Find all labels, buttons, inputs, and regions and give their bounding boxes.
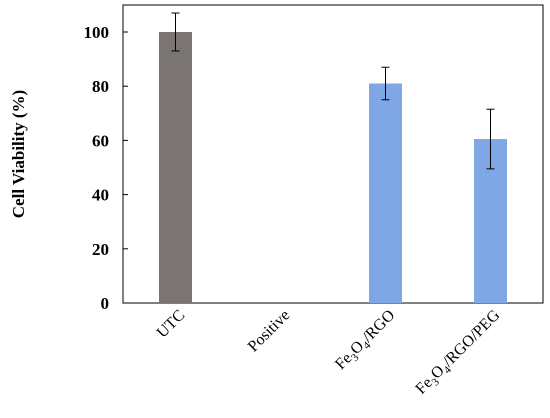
x-tick-label: Fe3O4/RGO [332,307,400,375]
y-tick-label: 100 [84,23,110,42]
x-tick-label: Fe3O4/RGO/PEG [412,306,505,399]
bars [159,32,507,304]
y-axis-title: Cell Viability (%) [9,90,28,218]
bar [159,32,192,303]
y-tick-label: 20 [92,240,109,259]
y-tick-label: 60 [92,131,109,150]
y-tick-label: 80 [92,77,109,96]
x-tick-label: UTC [154,307,189,342]
y-axis: 0 20 40 60 80 100 [84,23,128,313]
error-bars [171,12,495,170]
y-tick-label: 40 [92,186,109,205]
bar [369,83,402,304]
x-tick-label: Positive [245,307,293,355]
y-tick-label: 0 [101,294,110,313]
plot-area-frame [122,4,544,304]
